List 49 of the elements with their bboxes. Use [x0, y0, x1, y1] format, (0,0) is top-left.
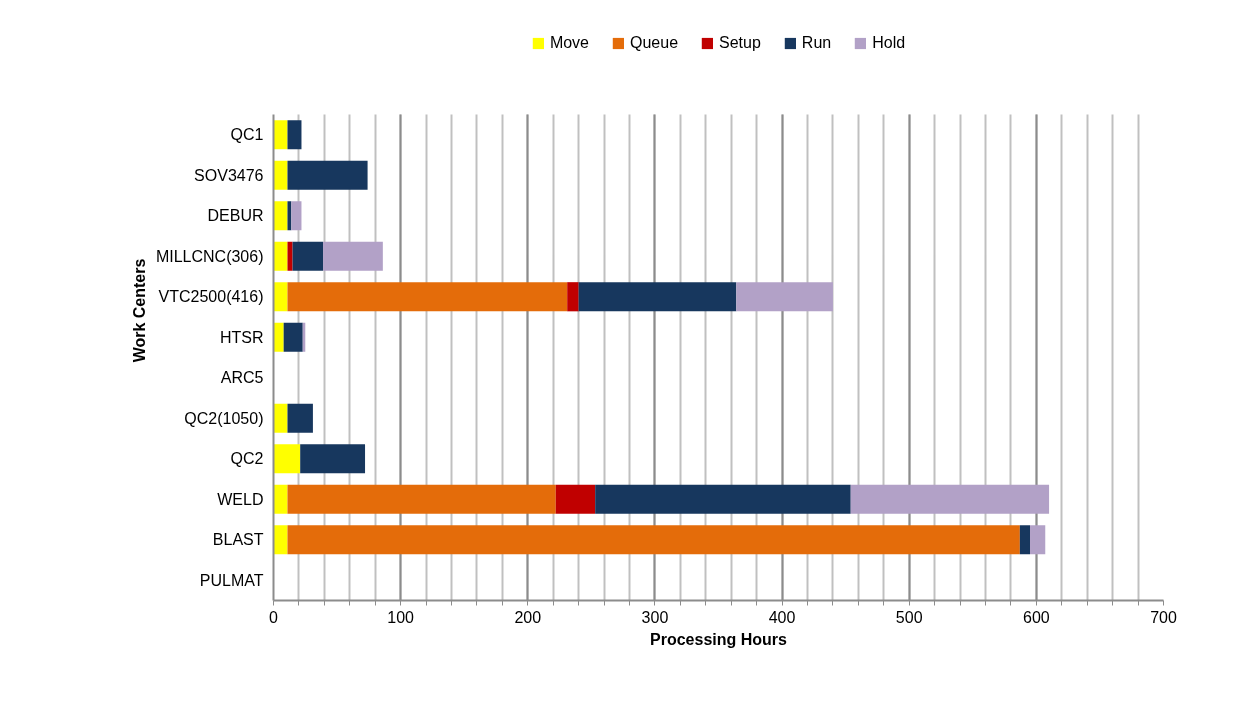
y-tick-label: HTSR: [219, 328, 264, 346]
x-tick-label: 700: [1150, 608, 1177, 626]
legend-label: Setup: [719, 34, 761, 52]
bar: [578, 282, 737, 312]
y-tick-label: DEBUR: [207, 207, 264, 225]
y-tick-label: ARC5: [220, 369, 264, 387]
bar: [555, 484, 596, 514]
legend-label: Move: [549, 34, 589, 52]
x-tick-label: 100: [387, 608, 415, 626]
x-tick-label: 600: [1023, 608, 1050, 626]
bar: [850, 484, 1050, 514]
x-tick-label: 0: [269, 608, 279, 626]
y-tick-label: PULMAT: [199, 571, 264, 589]
x-tick-label: 300: [641, 608, 669, 626]
legend-label: Queue: [630, 34, 679, 52]
y-tick-label: QC1: [230, 126, 264, 144]
bar: [1019, 525, 1030, 555]
y-tick-label: MILLCNC(306): [155, 247, 264, 265]
y-tick-label: BLAST: [212, 531, 264, 549]
bar: [287, 525, 1020, 555]
legend-label: Hold: [872, 34, 906, 52]
bar: [595, 484, 851, 514]
bar: [287, 282, 568, 312]
bar: [300, 444, 366, 474]
bar: [287, 201, 292, 231]
legend-label: Run: [801, 34, 832, 52]
bar: [292, 241, 324, 271]
bar: [287, 403, 313, 433]
bar: [567, 282, 579, 312]
y-tick-label: VTC2500(416): [158, 288, 264, 306]
bar: [283, 322, 303, 352]
bar: [736, 282, 833, 312]
bar: [291, 201, 302, 231]
y-tick-label: QC2(1050): [184, 409, 264, 427]
y-tick-label: WELD: [217, 490, 264, 508]
y-tick-label: SOV3476: [194, 166, 264, 184]
bar: [323, 241, 383, 271]
y-axis-title: Work Centers: [130, 258, 148, 363]
y-tick-label: QC2: [230, 450, 264, 468]
bar: [287, 484, 556, 514]
x-tick-label: 500: [895, 608, 923, 626]
x-axis-title: Processing Hours: [650, 630, 788, 648]
bar: [287, 160, 368, 190]
bar: [1030, 525, 1046, 555]
x-tick-label: 400: [768, 608, 796, 626]
x-tick-label: 200: [514, 608, 542, 626]
bar: [287, 241, 293, 271]
bar: [273, 444, 301, 474]
bar: [287, 120, 302, 150]
